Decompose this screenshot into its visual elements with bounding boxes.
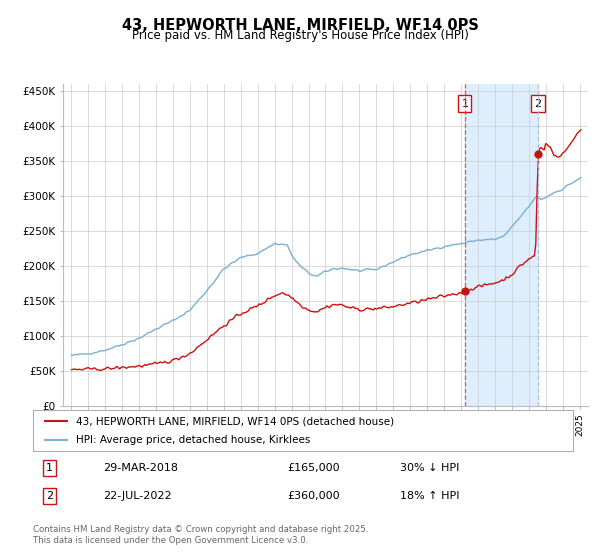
- Text: 1: 1: [46, 463, 53, 473]
- Text: 43, HEPWORTH LANE, MIRFIELD, WF14 0PS (detached house): 43, HEPWORTH LANE, MIRFIELD, WF14 0PS (d…: [76, 417, 394, 426]
- Text: 30% ↓ HPI: 30% ↓ HPI: [400, 463, 460, 473]
- Text: 22-JUL-2022: 22-JUL-2022: [103, 491, 172, 501]
- Text: £360,000: £360,000: [287, 491, 340, 501]
- Text: HPI: Average price, detached house, Kirklees: HPI: Average price, detached house, Kirk…: [76, 435, 311, 445]
- Text: 18% ↑ HPI: 18% ↑ HPI: [400, 491, 460, 501]
- Bar: [465, 84, 538, 406]
- Text: 2: 2: [46, 491, 53, 501]
- Text: Contains HM Land Registry data © Crown copyright and database right 2025.
This d: Contains HM Land Registry data © Crown c…: [33, 525, 368, 545]
- Text: 1: 1: [461, 99, 469, 109]
- Text: 43, HEPWORTH LANE, MIRFIELD, WF14 0PS: 43, HEPWORTH LANE, MIRFIELD, WF14 0PS: [122, 18, 478, 33]
- Text: 29-MAR-2018: 29-MAR-2018: [103, 463, 178, 473]
- Text: £165,000: £165,000: [287, 463, 340, 473]
- Text: Price paid vs. HM Land Registry's House Price Index (HPI): Price paid vs. HM Land Registry's House …: [131, 29, 469, 42]
- Text: 2: 2: [535, 99, 542, 109]
